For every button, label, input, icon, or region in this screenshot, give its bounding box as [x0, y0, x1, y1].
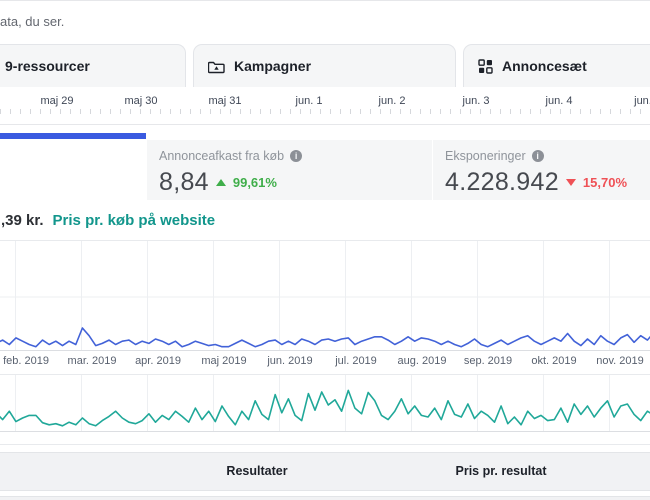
trend-up-icon	[215, 179, 226, 186]
x-axis-labels: feb. 2019 mar. 2019 apr. 2019 maj 2019 jun. …	[0, 355, 650, 369]
x-axis-label: mar. 2019	[67, 355, 117, 367]
tab-campaigns-label: Kampagner	[234, 58, 312, 74]
table-row-strip	[0, 496, 650, 500]
timeline-date: maj 30	[124, 95, 158, 107]
column-header-results[interactable]: Resultater	[226, 464, 288, 478]
x-axis-label: aug. 2019	[397, 355, 447, 367]
x-axis-label: okt. 2019	[531, 355, 577, 367]
x-axis-label: feb. 2019	[3, 355, 49, 367]
metric-tile-impressions[interactable]: Eksponeringer i 4.228.942 15,70%	[433, 140, 650, 200]
x-axis-label: apr. 2019	[135, 355, 181, 367]
chart-legend: ,39 kr. Pris pr. køb på website	[1, 212, 215, 229]
tab-account-resources-label: 9-ressourcer	[5, 58, 90, 74]
tab-account-resources[interactable]: 9-ressourcer	[0, 44, 186, 87]
tab-campaigns[interactable]: Kampagner	[193, 44, 456, 87]
metric-value: 4.228.942	[445, 168, 559, 196]
column-header-cost-per-result[interactable]: Pris pr. resultat	[455, 464, 547, 478]
results-line-chart[interactable]	[0, 240, 650, 352]
timeline-date: jun. 4	[545, 95, 573, 107]
trend-down-icon	[565, 179, 576, 186]
timeline-date: maj 29	[40, 95, 74, 107]
table-header-row: Resultater Pris pr. resultat	[0, 452, 650, 491]
info-icon[interactable]: i	[290, 150, 303, 162]
cost-line-chart[interactable]	[0, 374, 650, 434]
tab-adsets-label: Annoncesæt	[502, 58, 587, 74]
timeline-date: maj 31	[208, 95, 242, 107]
x-axis-label: jun. 2019	[267, 355, 313, 367]
folder-campaigns-icon	[208, 59, 225, 74]
metric-label: Annonceafkast fra køb	[159, 149, 285, 163]
metric-tile-roas[interactable]: Annonceafkast fra køb i 8,84 99,61%	[147, 140, 432, 200]
metric-tile-selected[interactable]	[0, 133, 146, 200]
timeline-divider	[0, 124, 650, 125]
info-icon[interactable]: i	[531, 150, 544, 162]
adsets-grid-icon	[478, 58, 493, 74]
x-axis-label: jul. 2019	[335, 355, 377, 367]
legend-value: ,39 kr.	[1, 212, 44, 229]
x-axis-label: maj 2019	[201, 355, 247, 367]
legend-metric-link[interactable]: Pris pr. køb på website	[52, 212, 216, 229]
metric-value: 8,84	[159, 168, 209, 196]
timeline-date: jun. 3	[462, 95, 490, 107]
metric-change: 15,70%	[582, 175, 628, 190]
timeline-tick-ruler	[0, 109, 650, 114]
selected-tile-accent-bar	[0, 133, 146, 139]
intro-text: ata, du ser.	[0, 14, 65, 29]
timeline-date: jun. 2	[378, 95, 406, 107]
top-divider	[0, 0, 650, 1]
timeline-date: jun. 1	[295, 95, 323, 107]
metric-change: 99,61%	[232, 175, 277, 190]
chart-panel-divider	[0, 444, 650, 445]
metric-label: Eksponeringer	[445, 149, 526, 163]
x-axis-label: nov. 2019	[596, 355, 644, 367]
timeline-date: jun.	[634, 95, 650, 107]
timeline-dates: maj 29 maj 30 maj 31 jun. 1 jun. 2 jun. 3 jun.…	[0, 95, 650, 109]
x-axis-label: sep. 2019	[463, 355, 513, 367]
tab-adsets[interactable]: Annoncesæt	[463, 44, 650, 87]
